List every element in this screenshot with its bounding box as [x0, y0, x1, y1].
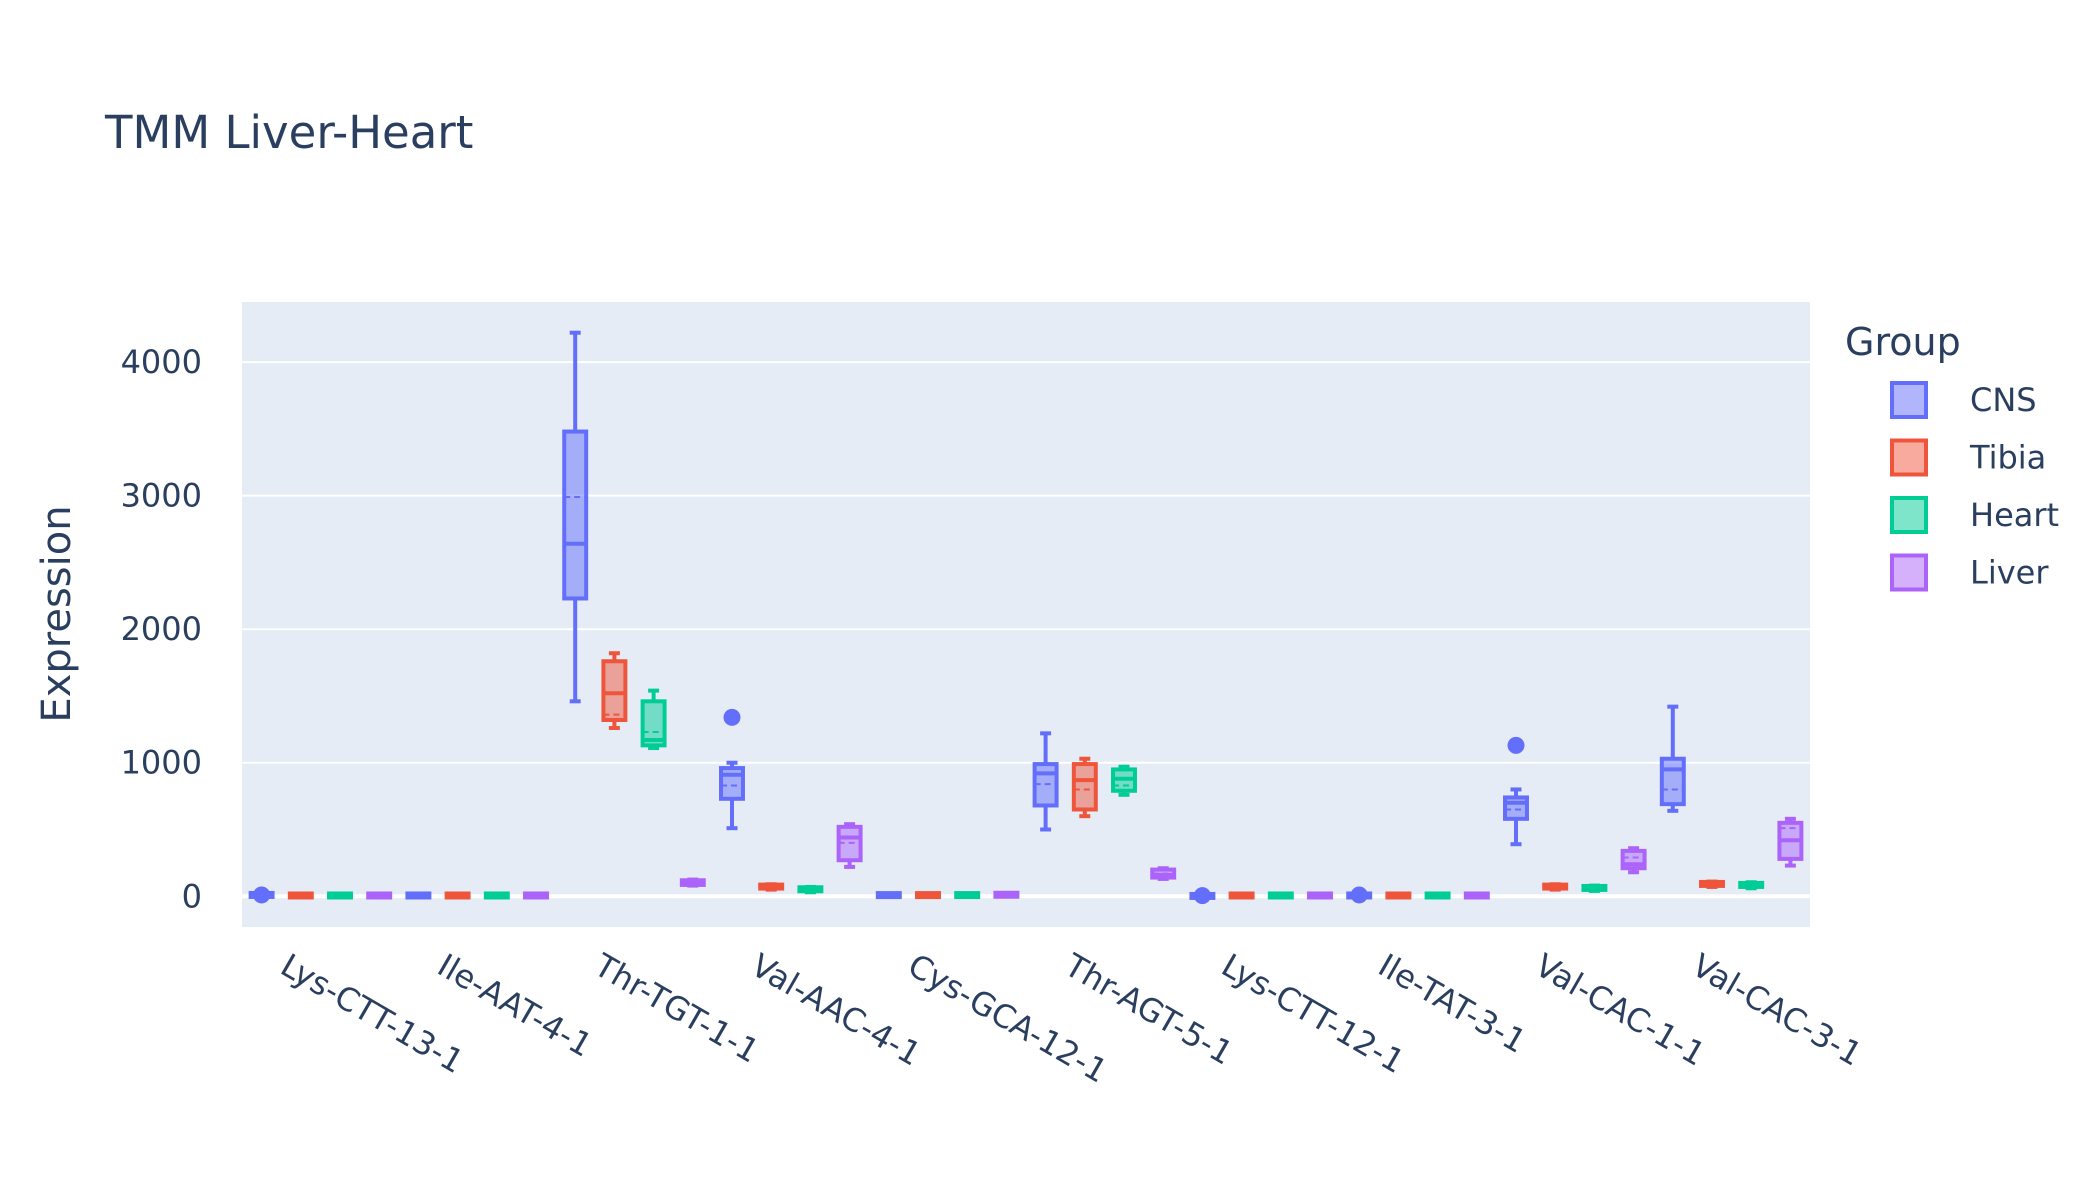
- box-tibia: [601, 651, 628, 731]
- box-cns: [405, 891, 432, 900]
- x-tick-label: Thr-TGT-1-1: [587, 946, 765, 1071]
- outlier-point: [1507, 736, 1525, 754]
- x-tick-label: Val-AAC-4-1: [745, 946, 928, 1073]
- box-tibia: [1542, 882, 1569, 892]
- box-iqr: [640, 699, 667, 748]
- box-heart: [954, 891, 981, 900]
- box-liver: [366, 891, 393, 900]
- legend-item-liver[interactable]: Liver: [1890, 553, 2049, 592]
- box-iqr: [719, 766, 745, 801]
- legend-item-heart[interactable]: Heart: [1890, 496, 2059, 534]
- y-tick-label: 0: [182, 877, 202, 915]
- box-liver: [1307, 891, 1333, 900]
- box-heart: [1424, 891, 1451, 900]
- plot-area: [242, 302, 1810, 927]
- y-axis-title: Expression: [34, 505, 80, 722]
- box-tibia: [758, 882, 785, 892]
- box-liver: [1150, 866, 1177, 881]
- x-tick-label: Val-CAC-3-1: [1686, 946, 1869, 1074]
- box-heart: [640, 688, 667, 751]
- box-tibia: [1228, 891, 1255, 900]
- box-cns: [875, 891, 902, 900]
- box-liver: [679, 877, 706, 888]
- box-cns: [1659, 704, 1686, 813]
- y-tick-label: 2000: [121, 610, 202, 648]
- series-liver: [366, 816, 1804, 900]
- box-cns: [1346, 886, 1373, 904]
- box-iqr: [1503, 795, 1529, 821]
- outlier-point: [1193, 887, 1211, 905]
- box-heart: [1738, 880, 1765, 891]
- box-cns: [1189, 887, 1216, 905]
- box-liver: [1463, 891, 1490, 900]
- box-liver: [993, 890, 1020, 899]
- box-tibia: [1071, 756, 1098, 819]
- legend-item-tibia[interactable]: Tibia: [1890, 438, 2046, 477]
- box-cns: [248, 886, 275, 904]
- y-tick-label: 3000: [121, 477, 202, 515]
- box-iqr: [562, 429, 589, 601]
- legend-label: Tibia: [1969, 439, 2046, 477]
- outlier-point: [1350, 886, 1368, 904]
- legend-swatch: [1890, 438, 1928, 477]
- legend-label: Heart: [1970, 496, 2059, 534]
- series-tibia: [287, 651, 1725, 900]
- box-tibia: [915, 891, 941, 900]
- box-heart: [797, 884, 824, 895]
- box-tibia: [444, 891, 471, 900]
- box-iqr: [601, 659, 628, 723]
- legend-swatch: [1890, 381, 1928, 419]
- box-iqr: [1071, 762, 1098, 812]
- box-heart: [327, 891, 353, 900]
- chart-title: TMM Liver-Heart: [104, 106, 473, 159]
- box-liver: [1620, 846, 1647, 875]
- legend-label: CNS: [1970, 381, 2037, 419]
- box-cns: [1032, 731, 1059, 832]
- box-liver: [836, 822, 863, 869]
- legend-label: Liver: [1970, 554, 2049, 592]
- legend-swatch: [1890, 553, 1928, 592]
- box-cns: [719, 708, 745, 831]
- series-cns: [248, 330, 1686, 905]
- box-heart: [1581, 883, 1608, 893]
- y-tick-label: 4000: [121, 343, 202, 381]
- box-liver: [523, 891, 549, 900]
- legend-item-cns[interactable]: CNS: [1890, 381, 2037, 419]
- outlier-point: [253, 886, 271, 904]
- y-tick-label: 1000: [121, 744, 202, 782]
- legend-title: Group: [1845, 320, 1961, 364]
- legend[interactable]: Group CNS Tibia Heart Liver: [1845, 320, 2059, 592]
- box-iqr: [1659, 756, 1686, 807]
- box-tibia: [1385, 891, 1412, 900]
- box-liver: [1777, 816, 1804, 868]
- box-cns: [1503, 736, 1529, 847]
- legend-swatch: [1890, 496, 1928, 534]
- x-axis-ticks: Lys-CTT-13-1Ile-AAT-4-1Thr-TGT-1-1Val-AA…: [274, 946, 1868, 1091]
- series-heart: [327, 688, 1765, 900]
- box-heart: [1111, 764, 1137, 797]
- box-heart: [483, 891, 510, 900]
- box-tibia: [287, 891, 314, 900]
- x-tick-label: Val-CAC-1-1: [1529, 946, 1712, 1074]
- box-layer: [248, 330, 1804, 905]
- outlier-point: [723, 708, 741, 726]
- box-cns: [562, 330, 589, 704]
- y-axis-ticks: 0 1000 2000 3000 4000: [121, 343, 202, 915]
- box-tibia: [1699, 879, 1725, 889]
- box-heart: [1267, 891, 1294, 900]
